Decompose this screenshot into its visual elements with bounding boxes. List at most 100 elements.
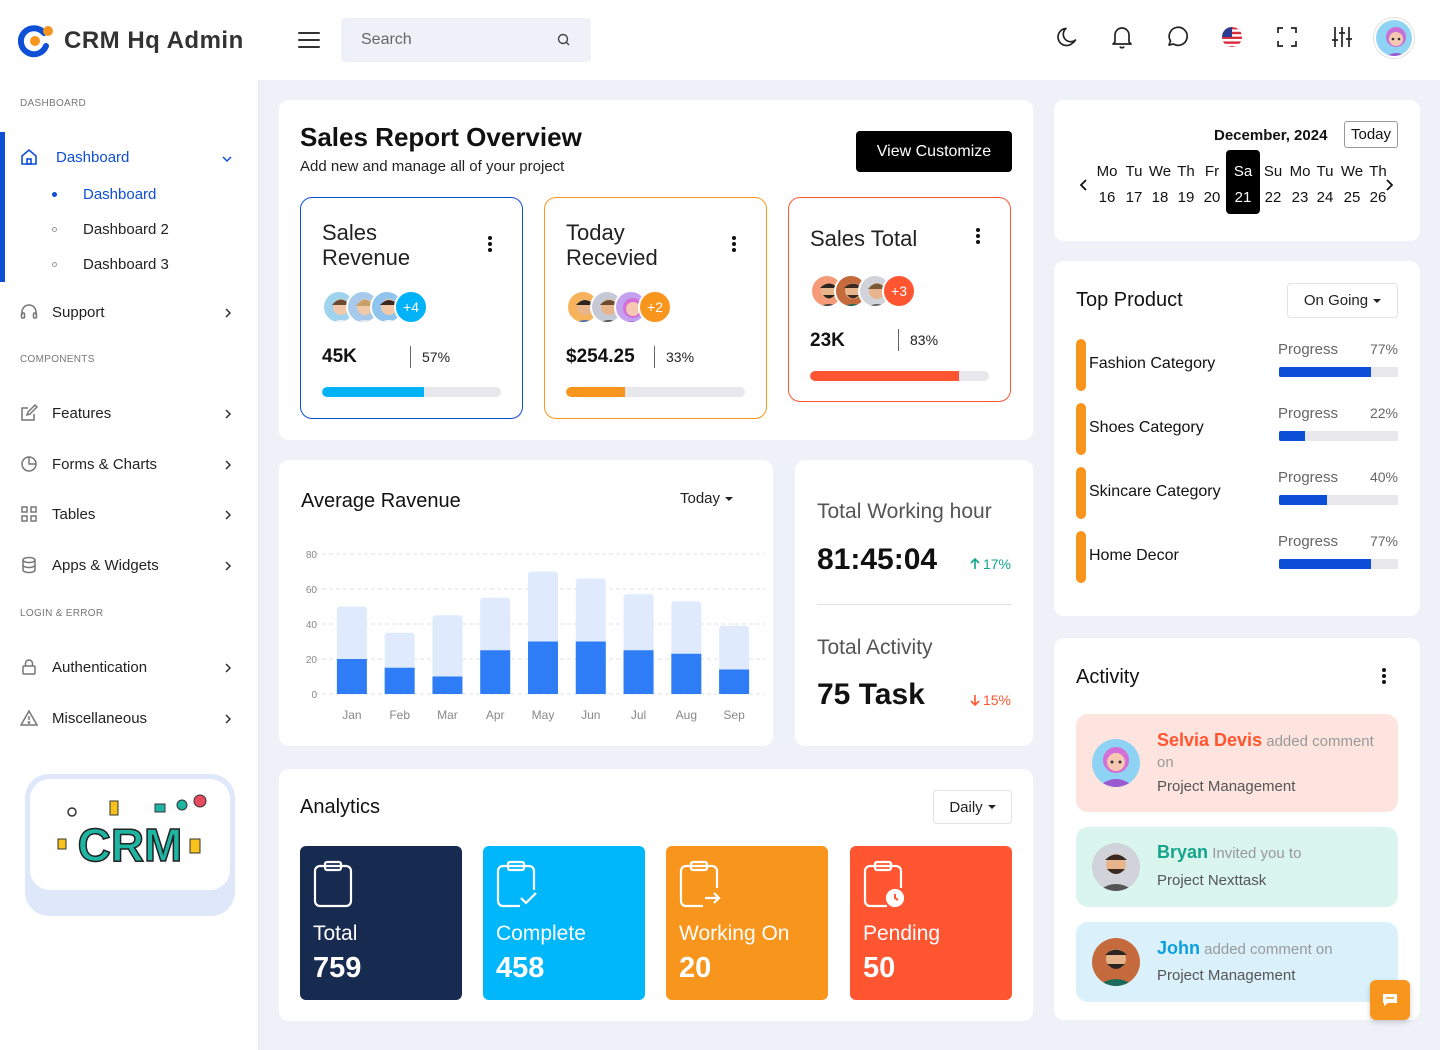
analytics-tile-pending[interactable]: Pending 50 bbox=[850, 846, 1012, 1000]
sidebar-subitem-dashboard-1[interactable]: Dashboard bbox=[52, 182, 156, 206]
sidebar-item-authentication[interactable]: Authentication bbox=[20, 652, 238, 682]
calendar-date[interactable]: 22 bbox=[1264, 189, 1282, 206]
more-options-icon[interactable] bbox=[732, 236, 736, 252]
arrow-up-icon bbox=[970, 558, 980, 569]
activity-item[interactable]: Selvia Devis added comment on Project Ma… bbox=[1076, 714, 1398, 812]
top-product-card: Top Product On Going Fashion Category Pro… bbox=[1054, 261, 1420, 616]
x-tick-label: Feb bbox=[389, 708, 410, 722]
product-row[interactable]: Fashion Category Progress 77% bbox=[1076, 339, 1398, 391]
product-progress-bar bbox=[1279, 367, 1398, 377]
activity-item[interactable]: Bryan Invited you to Project Nexttask bbox=[1076, 827, 1398, 907]
calendar-weekday: Mo bbox=[1289, 163, 1311, 180]
bullet-icon bbox=[52, 261, 57, 267]
calendar-date[interactable]: 18 bbox=[1151, 189, 1169, 206]
bar-may-series-0[interactable] bbox=[528, 641, 558, 695]
avatar bbox=[1092, 739, 1140, 787]
bar-apr-series-0[interactable] bbox=[480, 650, 511, 694]
sidebar-item-support[interactable]: Support bbox=[20, 297, 238, 327]
database-icon bbox=[20, 556, 38, 574]
analytics-tile-total[interactable]: Total 759 bbox=[300, 846, 462, 1000]
calendar-date[interactable]: 17 bbox=[1125, 189, 1143, 206]
bar-jul-series-0[interactable] bbox=[623, 650, 654, 694]
metric-label-working-hour: Total Working hour bbox=[817, 500, 992, 523]
sidebar-subitem-dashboard-2[interactable]: Dashboard 2 bbox=[52, 217, 169, 241]
calendar-weekday: Tu bbox=[1125, 163, 1143, 180]
sidebar-item-label: Authentication bbox=[52, 658, 148, 676]
app-title: CRM Hq Admin bbox=[64, 27, 244, 54]
extra-members-badge[interactable]: +2 bbox=[638, 290, 672, 324]
subitem-label: Dashboard 2 bbox=[83, 220, 169, 238]
sidebar-item-miscellaneous[interactable]: Miscellaneous bbox=[20, 703, 238, 733]
bar-mar-series-0[interactable] bbox=[432, 676, 463, 695]
calendar-date[interactable]: 25 bbox=[1343, 189, 1361, 206]
calendar-date[interactable]: 23 bbox=[1291, 189, 1309, 206]
tile-value: 50 bbox=[863, 952, 896, 984]
divider bbox=[410, 346, 411, 368]
activity-user-name[interactable]: John bbox=[1157, 938, 1200, 958]
sidebar-item-dashboard[interactable]: Dashboard bbox=[20, 142, 238, 172]
today-button[interactable]: Today bbox=[1344, 121, 1398, 148]
chat-icon[interactable] bbox=[1164, 24, 1190, 50]
calendar-date[interactable]: 24 bbox=[1316, 189, 1334, 206]
moon-icon[interactable] bbox=[1054, 24, 1080, 50]
more-options-icon[interactable] bbox=[488, 236, 492, 252]
more-options-icon[interactable] bbox=[976, 228, 980, 244]
calendar-date[interactable]: 16 bbox=[1098, 189, 1116, 206]
us-flag-icon[interactable] bbox=[1219, 24, 1245, 50]
product-accent-bar bbox=[1076, 531, 1086, 583]
product-progress-percent: 77% bbox=[1369, 533, 1398, 549]
calendar-weekday: Mo bbox=[1096, 163, 1118, 180]
bar-aug-series-0[interactable] bbox=[671, 653, 702, 694]
bar-jun-series-0[interactable] bbox=[575, 641, 606, 695]
sidebar-item-features[interactable]: Features bbox=[20, 398, 238, 428]
bar-jan-series-0[interactable] bbox=[336, 659, 367, 694]
fullscreen-icon[interactable] bbox=[1274, 24, 1300, 50]
sidebar-item-apps-widgets[interactable]: Apps & Widgets bbox=[20, 550, 238, 580]
bar-mar-series-1[interactable] bbox=[432, 615, 463, 694]
period-dropdown[interactable]: Today bbox=[680, 490, 734, 507]
bar-feb-series-0[interactable] bbox=[384, 667, 415, 694]
extra-members-badge[interactable]: +4 bbox=[394, 290, 428, 324]
app-logo[interactable]: CRM Hq Admin bbox=[17, 24, 244, 58]
x-tick-label: Apr bbox=[486, 708, 505, 722]
calendar-date[interactable]: 26 bbox=[1369, 189, 1387, 206]
calendar-date[interactable]: 20 bbox=[1203, 189, 1221, 206]
sidebar-item-tables[interactable]: Tables bbox=[20, 499, 238, 529]
activity-user-name[interactable]: Selvia Devis bbox=[1157, 730, 1263, 750]
chat-support-button[interactable] bbox=[1370, 980, 1410, 1020]
analytics-tile-complete[interactable]: Complete 458 bbox=[483, 846, 645, 1000]
analytics-period-dropdown[interactable]: Daily bbox=[933, 790, 1012, 824]
activity-user-name[interactable]: Bryan bbox=[1157, 842, 1209, 862]
view-customize-button[interactable]: View Customize bbox=[856, 131, 1012, 172]
activity-item[interactable]: John added comment on Project Management bbox=[1076, 922, 1398, 1002]
average-revenue-card: Average Ravenue Today 0 20 40 60 80 Jan Feb Mar… bbox=[279, 460, 773, 746]
product-row[interactable]: Skincare Category Progress 40% bbox=[1076, 467, 1398, 519]
search-icon[interactable] bbox=[557, 33, 571, 52]
stat-card-sales-revenue: Sales Revenue +4 45K 57% bbox=[300, 197, 523, 419]
user-avatar[interactable] bbox=[1374, 18, 1414, 58]
settings-sliders-icon[interactable] bbox=[1329, 24, 1355, 50]
search-input[interactable] bbox=[361, 31, 551, 49]
status-dropdown[interactable]: On Going bbox=[1287, 283, 1398, 318]
sidebar-subitem-dashboard-3[interactable]: Dashboard 3 bbox=[52, 252, 169, 276]
bar-sep-series-0[interactable] bbox=[719, 669, 750, 695]
avatar-group: +3 bbox=[810, 274, 916, 308]
product-name: Home Decor bbox=[1089, 547, 1179, 564]
sidebar-item-forms-charts[interactable]: Forms & Charts bbox=[20, 449, 238, 479]
product-row[interactable]: Shoes Category Progress 22% bbox=[1076, 403, 1398, 455]
analytics-tile-working-on[interactable]: Working On 20 bbox=[666, 846, 828, 1000]
bell-icon[interactable] bbox=[1109, 24, 1135, 50]
divider bbox=[898, 329, 899, 351]
menu-toggle-button[interactable] bbox=[298, 32, 320, 48]
calendar-date[interactable]: 21 bbox=[1234, 189, 1252, 206]
chevron-right-icon bbox=[224, 507, 232, 524]
calendar-selected-day bbox=[1226, 150, 1260, 214]
section-label-components: COMPONENTS bbox=[20, 354, 95, 365]
product-row[interactable]: Home Decor Progress 77% bbox=[1076, 531, 1398, 583]
chevron-left-icon[interactable] bbox=[1079, 178, 1088, 196]
calendar-date[interactable]: 19 bbox=[1177, 189, 1195, 206]
page-subtitle: Add new and manage all of your project bbox=[300, 158, 565, 175]
chevron-right-icon[interactable] bbox=[1385, 178, 1394, 196]
extra-members-badge[interactable]: +3 bbox=[882, 274, 916, 308]
more-options-icon[interactable] bbox=[1382, 668, 1386, 684]
